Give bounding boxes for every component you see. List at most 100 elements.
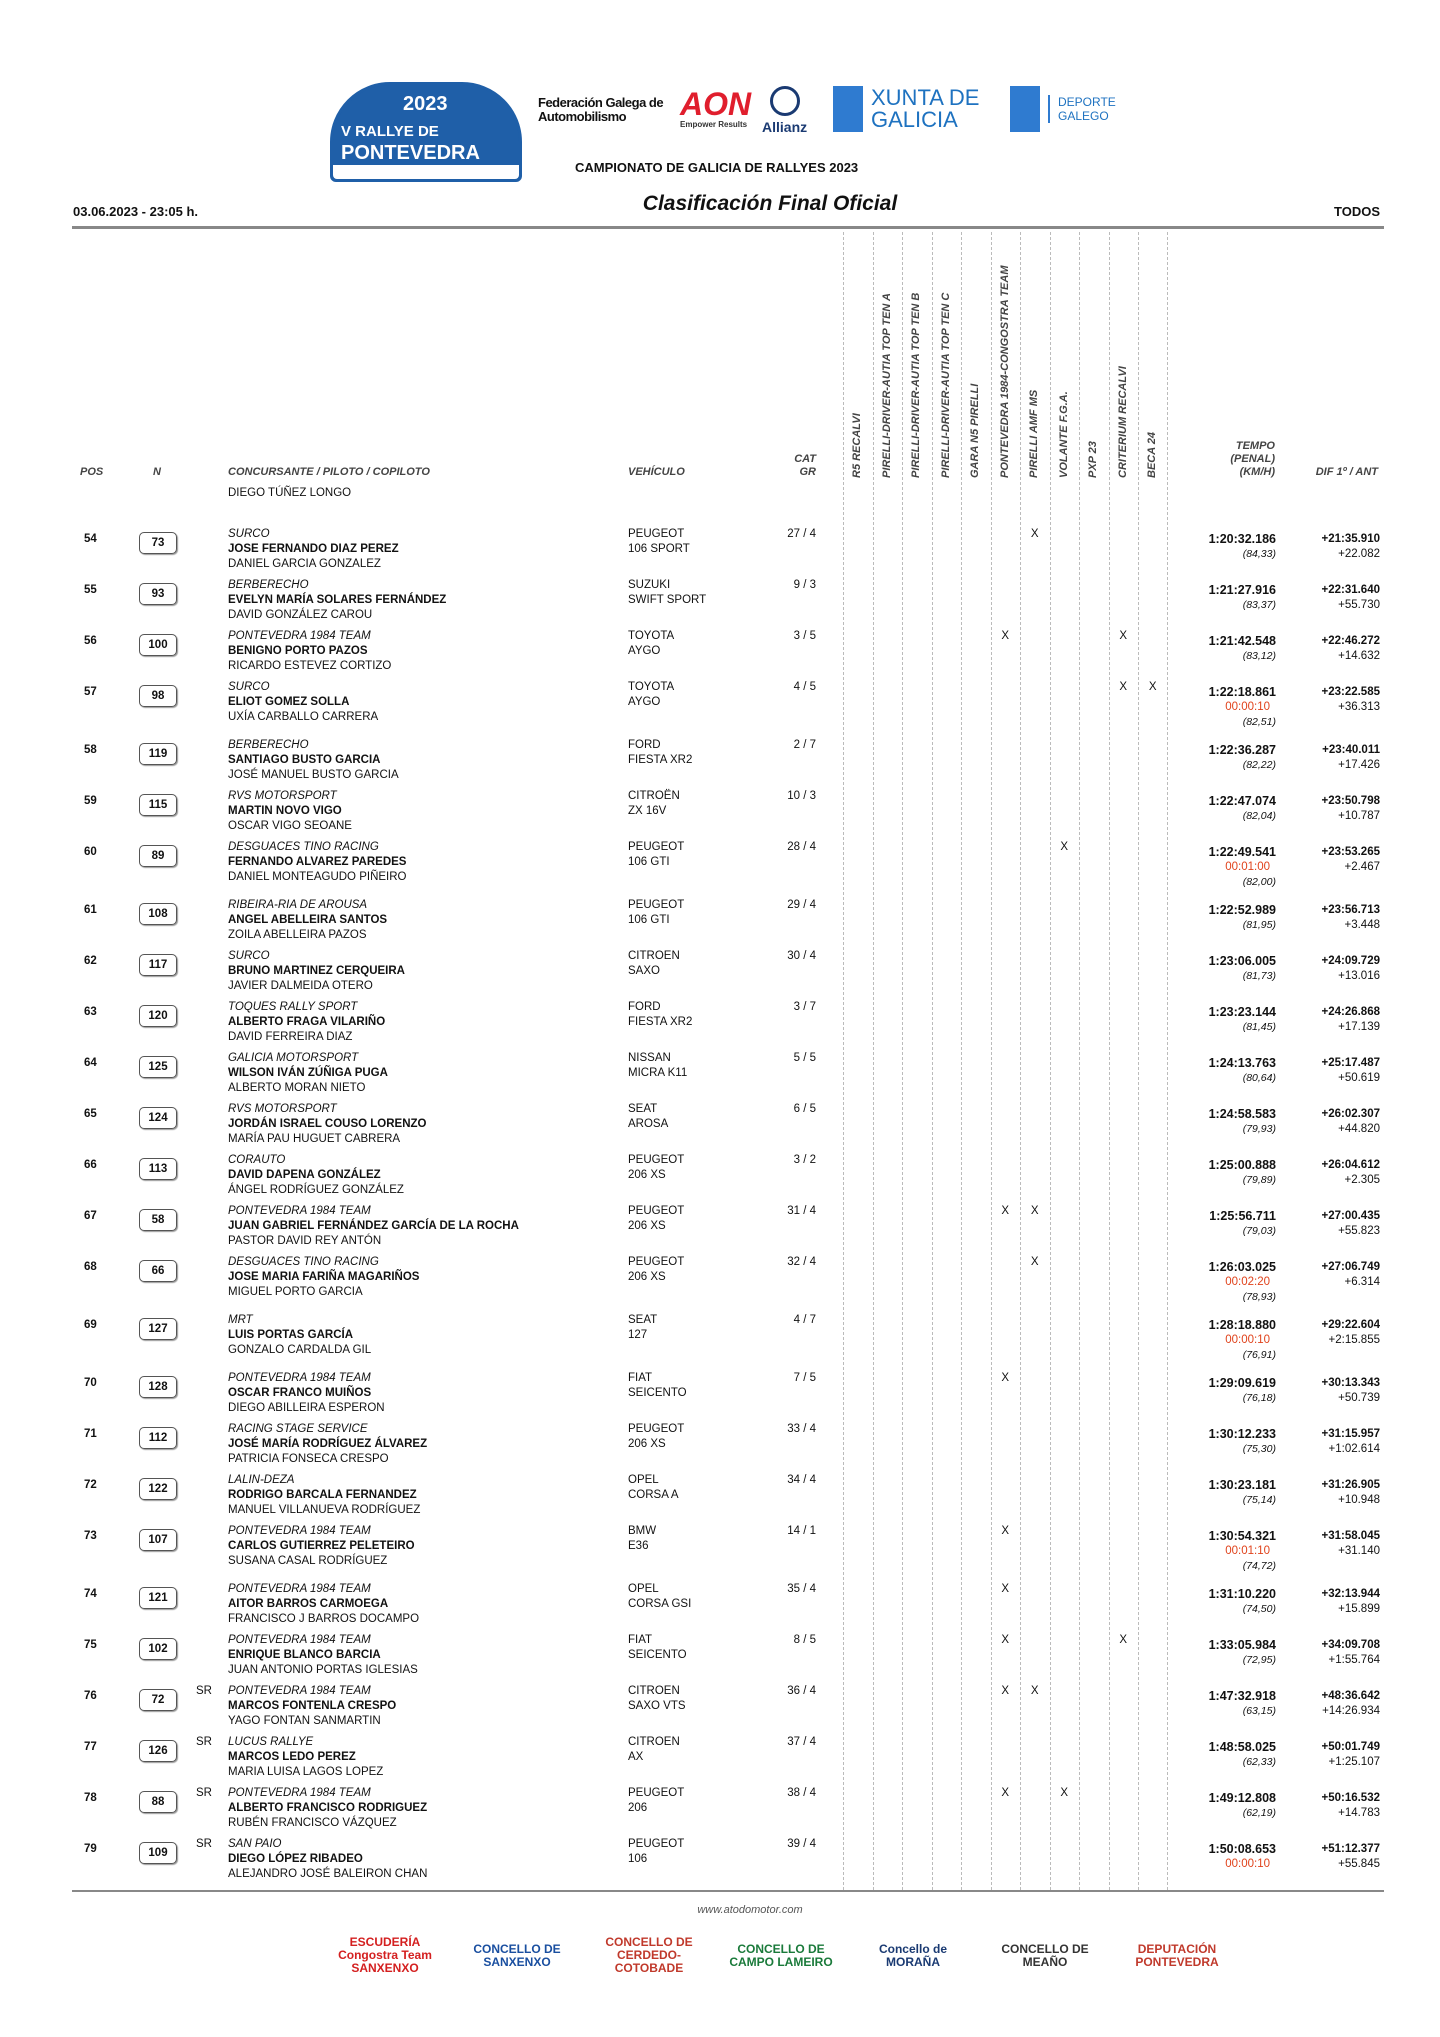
copilot: DANIEL MONTEAGUDO PIÑEIRO	[228, 871, 407, 883]
category-group: 35 / 4	[787, 1583, 816, 1595]
pilot: EVELYN MARÍA SOLARES FERNÁNDEZ	[228, 594, 447, 606]
diff-first: +24:26.868	[1321, 1006, 1380, 1018]
diff-previous: +10.787	[1338, 810, 1380, 822]
vehicle: OPEL CORSA A	[628, 1473, 748, 1503]
crew: SURCO BRUNO MARTINEZ CERQUEIRA JAVIER DALM…	[228, 949, 618, 994]
penalty: 00:00:10	[1225, 1858, 1270, 1870]
time: 1:33:05.984 (72,95)	[1209, 1638, 1276, 1668]
trophy-header: PIRELLI-DRIVER-AUTIA TOP TEN A	[880, 293, 893, 478]
total-time: 1:28:18.880	[1208, 1318, 1276, 1332]
trophy-mark: X	[1001, 1685, 1010, 1697]
pilot: DAVID DAPENA GONZÁLEZ	[228, 1169, 381, 1181]
pilot: WILSON IVÁN ZÚÑIGA PUGA	[228, 1067, 388, 1079]
copilot: PASTOR DAVID REY ANTÓN	[228, 1235, 382, 1247]
trophy-mark: X	[1001, 1634, 1010, 1646]
copilot: OSCAR VIGO SEOANE	[228, 820, 352, 832]
avg-speed: (63,15)	[1242, 1705, 1276, 1717]
vehicle-make: PEUGEOT	[628, 1205, 685, 1217]
vehicle: PEUGEOT 106 GTI	[628, 898, 748, 928]
allianz-logo: Allianz	[762, 86, 807, 134]
category-group: 14 / 1	[787, 1525, 816, 1537]
copilot: ZOILA ABELLEIRA PAZOS	[228, 929, 367, 941]
vehicle-make: PEUGEOT	[628, 1787, 685, 1799]
vehicle-make: PEUGEOT	[628, 841, 685, 853]
vehicle: FIAT SEICENTO	[628, 1371, 748, 1401]
vehicle-make: CITROEN	[628, 1685, 680, 1697]
sponsor-logo: CONCELLO DE CERDEDO-COTOBADE	[605, 1935, 693, 1975]
crew: RIBEIRA-RIA DE AROUSA ANGEL ABELLEIRA SAN…	[228, 898, 618, 943]
copilot: PATRICIA FONSECA CRESPO	[228, 1453, 389, 1465]
total-time: 1:22:52.989	[1208, 903, 1276, 917]
crew: TOQUES RALLY SPORT ALBERTO FRAGA VILARIÑO…	[228, 1000, 618, 1045]
diff-previous: +1:02.614	[1328, 1443, 1380, 1455]
difference: +26:02.307 +44.820	[1321, 1107, 1380, 1137]
pilot: ALBERTO FRAGA VILARIÑO	[228, 1016, 386, 1028]
total-time: 1:25:56.711	[1209, 1209, 1276, 1223]
vehicle: SUZUKI SWIFT SPORT	[628, 578, 748, 608]
vehicle-make: TOYOTA	[628, 630, 675, 642]
position: 59	[84, 795, 97, 807]
total-time: 1:23:06.005	[1208, 954, 1276, 968]
vehicle-make: PEUGEOT	[628, 528, 685, 540]
time: 1:22:47.074 (82,04)	[1209, 794, 1276, 824]
sr-flag: SR	[196, 1787, 212, 1799]
crew: SURCO JOSE FERNANDO DIAZ PEREZ DANIEL GARC…	[228, 527, 618, 572]
copilot: FRANCISCO J BARROS DOCAMPO	[228, 1613, 420, 1625]
team: PONTEVEDRA 1984 TEAM	[228, 1685, 371, 1697]
position: 63	[84, 1006, 97, 1018]
diff-previous: +10.948	[1338, 1494, 1380, 1506]
col-tempo-line2: (PENAL)	[1230, 453, 1275, 465]
crew: GALICIA MOTORSPORT WILSON IVÁN ZÚÑIGA PUG…	[228, 1051, 618, 1096]
table-row: 76 72 SR PONTEVEDRA 1984 TEAM MARCOS FONTENL…	[72, 1663, 1384, 1727]
vehicle: CITROËN ZX 16V	[628, 789, 748, 819]
time: 1:22:49.541 00:01:00 (82,00)	[1209, 845, 1276, 890]
sponsor-banner: 2023 V RALLYE DE PONTEVEDRA Federación G…	[320, 74, 1130, 186]
diff-previous: +55.823	[1338, 1225, 1380, 1237]
trophy-column: PIRELLI AMF MS	[1020, 232, 1050, 1890]
col-pos: POS	[80, 466, 104, 478]
position: 78	[84, 1792, 97, 1804]
total-time: 1:24:13.763	[1208, 1056, 1276, 1070]
difference: +31:26.905 +10.948	[1321, 1478, 1380, 1508]
table-row: 58 119 BERBERECHO SANTIAGO BUSTO GARCIA JOSÉ…	[72, 717, 1384, 781]
total-time: 1:30:23.181	[1208, 1478, 1276, 1492]
avg-speed: (75,14)	[1242, 1494, 1276, 1506]
category-group: 3 / 5	[793, 630, 816, 642]
team: LUCUS RALLYE	[228, 1736, 314, 1748]
category-group: 37 / 4	[787, 1736, 816, 1748]
vehicle-make: BMW	[628, 1525, 657, 1537]
team: BERBERECHO	[228, 579, 309, 591]
col-dif: DIF 1º / ANT	[1315, 466, 1378, 478]
trophy-header: GARA N5 PIRELLI	[969, 383, 981, 478]
category-group: 4 / 7	[793, 1314, 816, 1326]
difference: +25:17.487 +50.619	[1321, 1056, 1380, 1086]
position: 57	[84, 686, 97, 698]
avg-speed: (83,12)	[1242, 650, 1276, 662]
difference: +51:12.377 +55.845	[1321, 1842, 1380, 1872]
crew: PONTEVEDRA 1984 TEAM OSCAR FRANCO MUIÑOS D…	[228, 1371, 618, 1416]
trophy-header: PONTEVEDRA 1984-CONGOSTRA TEAM	[998, 265, 1011, 479]
col-cat-line1: CAT	[794, 453, 816, 465]
vehicle: PEUGEOT 206 XS	[628, 1153, 748, 1183]
vehicle-model: 206	[628, 1802, 648, 1814]
trophy-mark: X	[1148, 681, 1157, 693]
table-row-continued: DIEGO TÚÑEZ LONGO	[72, 486, 1384, 506]
time: 1:24:58.583 (79,93)	[1209, 1107, 1276, 1137]
sponsor-logo: CONCELLO DE MEAÑO	[1001, 1941, 1089, 1969]
car-number-badge: 98	[139, 685, 177, 707]
diff-first: +26:04.612	[1321, 1159, 1380, 1171]
car-number-badge: 58	[139, 1209, 177, 1231]
avg-speed: (78,93)	[1242, 1291, 1276, 1303]
difference: +48:36.642 +14:26.934	[1321, 1689, 1380, 1719]
crew: PONTEVEDRA 1984 TEAM ENRIQUE BLANCO BARCI…	[228, 1633, 618, 1678]
vehicle-make: PEUGEOT	[628, 1423, 685, 1435]
website-link[interactable]: www.atodomotor.com	[697, 1904, 803, 1916]
rally-name-2: PONTEVEDRA	[341, 142, 480, 164]
diff-first: +50:01.749	[1321, 1741, 1380, 1753]
team: RVS MOTORSPORT	[228, 1103, 337, 1115]
diff-first: +27:06.749	[1321, 1261, 1380, 1273]
team: PONTEVEDRA 1984 TEAM	[228, 1205, 371, 1217]
copilot: RICARDO ESTEVEZ CORTIZO	[228, 660, 392, 672]
team: BERBERECHO	[228, 739, 309, 751]
vehicle-model: CORSA A	[628, 1489, 679, 1501]
